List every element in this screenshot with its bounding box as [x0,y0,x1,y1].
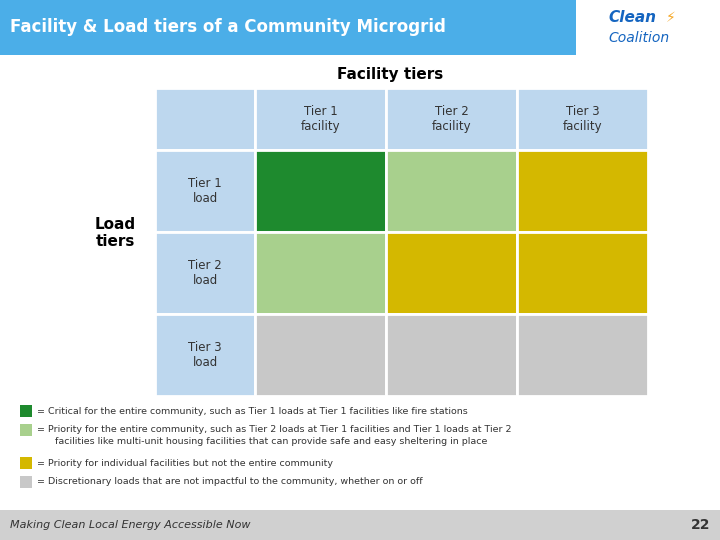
Bar [155,232,255,314]
Bar [576,0,720,55]
Text: Load
tiers: Load tiers [94,217,135,249]
Text: = Critical for the entire community, such as Tier 1 loads at Tier 1 facilities l: = Critical for the entire community, suc… [37,407,468,415]
Bar [517,232,648,314]
Text: Tier 3
load: Tier 3 load [188,341,222,369]
Bar [20,457,32,469]
Bar [517,150,648,232]
Bar [20,476,32,488]
Text: ⚡: ⚡ [666,11,676,25]
Bar [0,510,720,540]
Text: Tier 2
facility: Tier 2 facility [432,105,472,133]
Bar [20,424,32,436]
Text: Tier 3
facility: Tier 3 facility [563,105,603,133]
Bar [155,88,255,150]
Text: Facility tiers: Facility tiers [337,68,443,83]
Bar [155,314,255,396]
Bar [255,150,386,232]
Text: facilities like multi-unit housing facilities that can provide safe and easy she: facilities like multi-unit housing facil… [37,437,487,447]
Bar [20,405,32,417]
Bar [255,314,386,396]
Text: Tier 1
facility: Tier 1 facility [301,105,341,133]
Bar [155,150,255,232]
Bar [255,88,386,150]
Bar [0,0,576,55]
Text: Coalition: Coalition [608,31,670,45]
Text: 22: 22 [690,518,710,532]
Text: Making Clean Local Energy Accessible Now: Making Clean Local Energy Accessible Now [10,520,251,530]
Text: Facility & Load tiers of a Community Microgrid: Facility & Load tiers of a Community Mic… [10,18,446,37]
Bar [517,314,648,396]
Bar [255,232,386,314]
Bar [386,314,517,396]
Text: Tier 1
load: Tier 1 load [188,177,222,205]
Text: Clean: Clean [608,10,657,25]
Text: = Discretionary loads that are not impactful to the community, whether on or off: = Discretionary loads that are not impac… [37,477,423,487]
Text: = Priority for individual facilities but not the entire community: = Priority for individual facilities but… [37,458,333,468]
Bar [386,232,517,314]
Text: Tier 2
load: Tier 2 load [188,259,222,287]
Bar [386,150,517,232]
Bar [517,88,648,150]
Bar [386,88,517,150]
Text: = Priority for the entire community, such as Tier 2 loads at Tier 1 facilities a: = Priority for the entire community, suc… [37,426,511,435]
